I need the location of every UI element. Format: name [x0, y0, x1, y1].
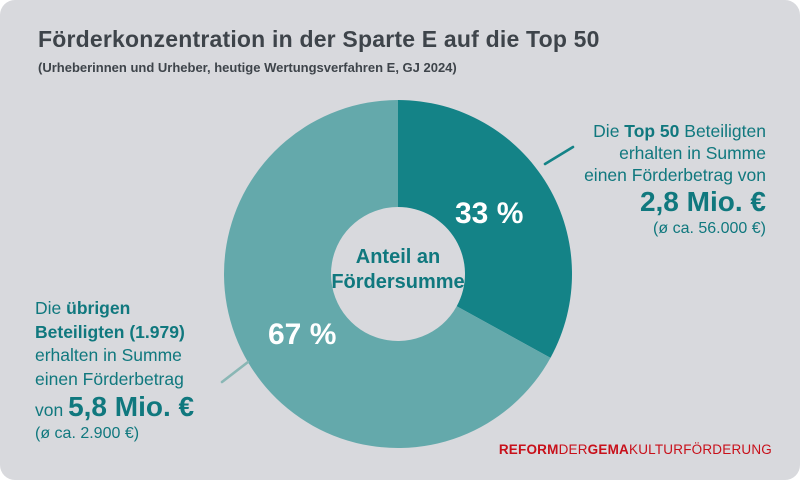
annotation-top50-average: (ø ca. 56.000 €) [653, 220, 766, 237]
connector-line-right [543, 145, 575, 166]
donut-center-label: Anteil an Fördersumme [318, 245, 478, 295]
annotation-top50: Die Top 50 Beteiligten erhalten in Summe… [506, 120, 766, 240]
annotation-top50-line2: erhalten in Summe [619, 143, 766, 163]
page-title: Förderkonzentration in der Sparte E auf … [38, 26, 600, 52]
annotation-top50-line1: Die Top 50 Beteiligten [593, 121, 766, 141]
annotation-rest-line2: Beteiligten (1.979) [35, 321, 185, 342]
reform-der-gema-kulturfoerderung-logo: REFORMDERGEMAKULTURFÖRDERUNG [498, 442, 772, 457]
donut-slices [224, 99, 573, 448]
slice-value-label-rest: 67 % [268, 318, 337, 351]
annotation-rest-line1: Die übrigen [35, 298, 131, 318]
center-label-line1: Anteil an [355, 246, 441, 268]
page-subtitle: (Urheberinnen und Urheber, heutige Wertu… [38, 60, 457, 75]
slice-value-label-top50: 33 % [455, 197, 524, 230]
annotation-top50-line3: einen Förderbetrag von [584, 165, 766, 185]
annotation-rest-amount: von 5,8 Mio. € [35, 391, 195, 422]
donut-slice [224, 99, 551, 448]
annotation-top50-amount: 2,8 Mio. € [639, 186, 766, 217]
connector-line-left [220, 360, 250, 384]
annotation-rest-line3: erhalten in Summe [35, 345, 182, 365]
annotation-rest: Die übrigen Beteiligten (1.979) erhalten… [35, 297, 265, 445]
annotation-rest-average: (ø ca. 2.900 €) [35, 425, 140, 442]
donut-slice [398, 100, 573, 358]
center-label-line2: Fördersumme [331, 271, 465, 293]
annotation-rest-line4: einen Förderbetrag [35, 368, 184, 389]
